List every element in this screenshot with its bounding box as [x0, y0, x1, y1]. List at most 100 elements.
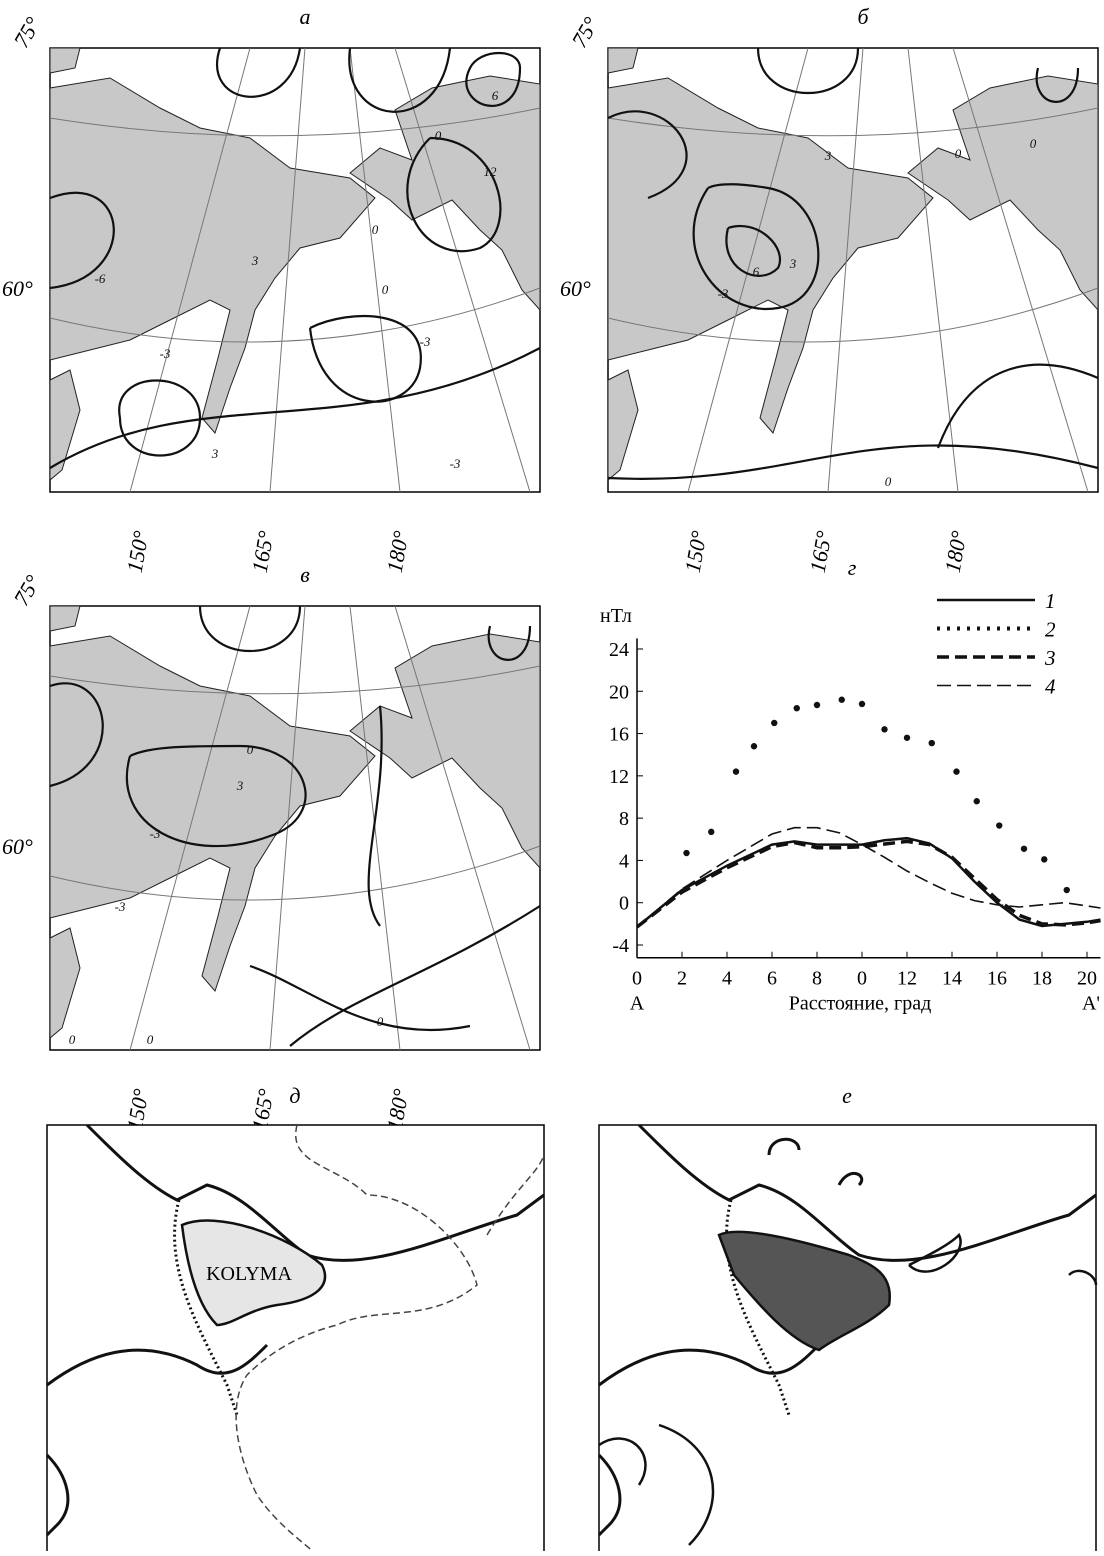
landmass	[907, 75, 1099, 312]
panel-letter: д	[289, 1083, 300, 1108]
data-point	[953, 768, 960, 775]
contour	[125, 744, 307, 848]
contour	[198, 605, 302, 652]
contour-label: -3	[150, 826, 161, 841]
x-tick-label: 20	[1077, 968, 1097, 990]
landmass	[49, 47, 81, 74]
contour-label: 6	[492, 88, 499, 103]
meridian	[394, 47, 531, 493]
meridian	[129, 47, 251, 493]
contour	[1035, 67, 1080, 103]
parallel	[49, 287, 541, 343]
coastline	[597, 1453, 622, 1537]
landmass	[607, 77, 934, 434]
panel-letter: а	[300, 4, 311, 29]
landmass	[349, 633, 541, 870]
y-tick-label: 24	[609, 639, 629, 661]
contour-label: 0	[382, 282, 389, 297]
x-tick-label: 16	[987, 968, 1007, 990]
data-point	[1020, 845, 1028, 852]
contour	[936, 363, 1099, 449]
x-end-label: A'	[1082, 993, 1100, 1015]
map-panel: е	[597, 1083, 1098, 1556]
meridian	[129, 605, 251, 1051]
map-panel: 3 0 3 6 0 -3 0 б 75° 60° 150° 165° 180°	[560, 4, 1099, 575]
contour	[118, 379, 202, 457]
panel-letter: г	[848, 555, 857, 580]
contour-label: 0	[377, 1014, 384, 1029]
data-point	[771, 719, 778, 727]
y-tick-label: -4	[612, 935, 629, 957]
data-point	[793, 704, 800, 712]
contour-label: 0	[955, 146, 962, 161]
y-tick-label: 16	[609, 724, 629, 746]
meridian	[827, 47, 864, 493]
data-line	[636, 826, 1101, 928]
contour-label: 0	[69, 1032, 76, 1047]
coastline	[46, 1343, 269, 1387]
parallel	[49, 107, 541, 137]
landmass	[607, 47, 639, 74]
x-tick-label: 6	[767, 968, 777, 990]
legend-label: 1	[1045, 589, 1056, 613]
contour-label: 3	[251, 253, 259, 268]
coastline	[598, 1343, 821, 1387]
contour	[49, 347, 541, 469]
contour	[348, 47, 452, 113]
contour-label: 6	[753, 264, 760, 279]
contour	[487, 625, 532, 661]
coastline	[767, 1137, 863, 1187]
panel-letter: в	[300, 562, 310, 587]
data-point	[732, 768, 740, 775]
contour	[289, 905, 541, 1047]
legend-label: 2	[1045, 618, 1056, 642]
lon-label: 150°	[680, 529, 712, 575]
contour	[692, 183, 820, 311]
data-point	[683, 849, 690, 857]
contour	[308, 314, 422, 403]
contour-label: 0	[1030, 136, 1037, 151]
y-unit: нТл	[600, 605, 632, 627]
data-point	[1063, 886, 1070, 894]
coastline	[85, 1123, 545, 1262]
x-tick-label: 12	[897, 968, 917, 990]
parallel	[607, 107, 1099, 137]
coastline	[637, 1123, 1097, 1262]
x-tick-label: 4	[722, 968, 732, 990]
lat-label: 60°	[2, 276, 33, 301]
terrane	[717, 1230, 892, 1352]
contour	[49, 682, 104, 788]
x-tick-label: 14	[942, 968, 962, 990]
meridian	[394, 605, 531, 1051]
lat-label: 60°	[560, 276, 591, 301]
data-line	[635, 839, 1101, 929]
dashed-coast	[486, 1154, 545, 1236]
suture	[173, 1199, 239, 1416]
parallel	[49, 665, 541, 695]
data-point	[813, 701, 821, 709]
data-point	[750, 743, 758, 750]
landmass	[49, 77, 376, 434]
landmass	[49, 635, 376, 992]
data-point	[928, 739, 935, 747]
panel-letter: б	[857, 4, 869, 29]
contour-label: 3	[824, 148, 832, 163]
parallel	[49, 845, 541, 901]
map-panel: д KOLYMA	[45, 1083, 545, 1556]
contour	[465, 51, 522, 107]
meridian	[269, 47, 306, 493]
contour-label: -3	[115, 899, 126, 914]
meridian	[907, 47, 959, 493]
meridian	[687, 47, 809, 493]
contour	[367, 705, 383, 927]
contour-label: -3	[420, 334, 431, 349]
map-frame	[46, 1124, 545, 1556]
data-point	[708, 828, 715, 836]
lon-label: 165°	[247, 529, 279, 575]
map-frame	[598, 1124, 1097, 1556]
lat-label: 60°	[2, 834, 33, 859]
y-tick-label: 0	[619, 893, 629, 915]
coastline	[45, 1453, 70, 1537]
lon-label: 165°	[805, 529, 837, 575]
contour-label: 12	[484, 164, 498, 179]
